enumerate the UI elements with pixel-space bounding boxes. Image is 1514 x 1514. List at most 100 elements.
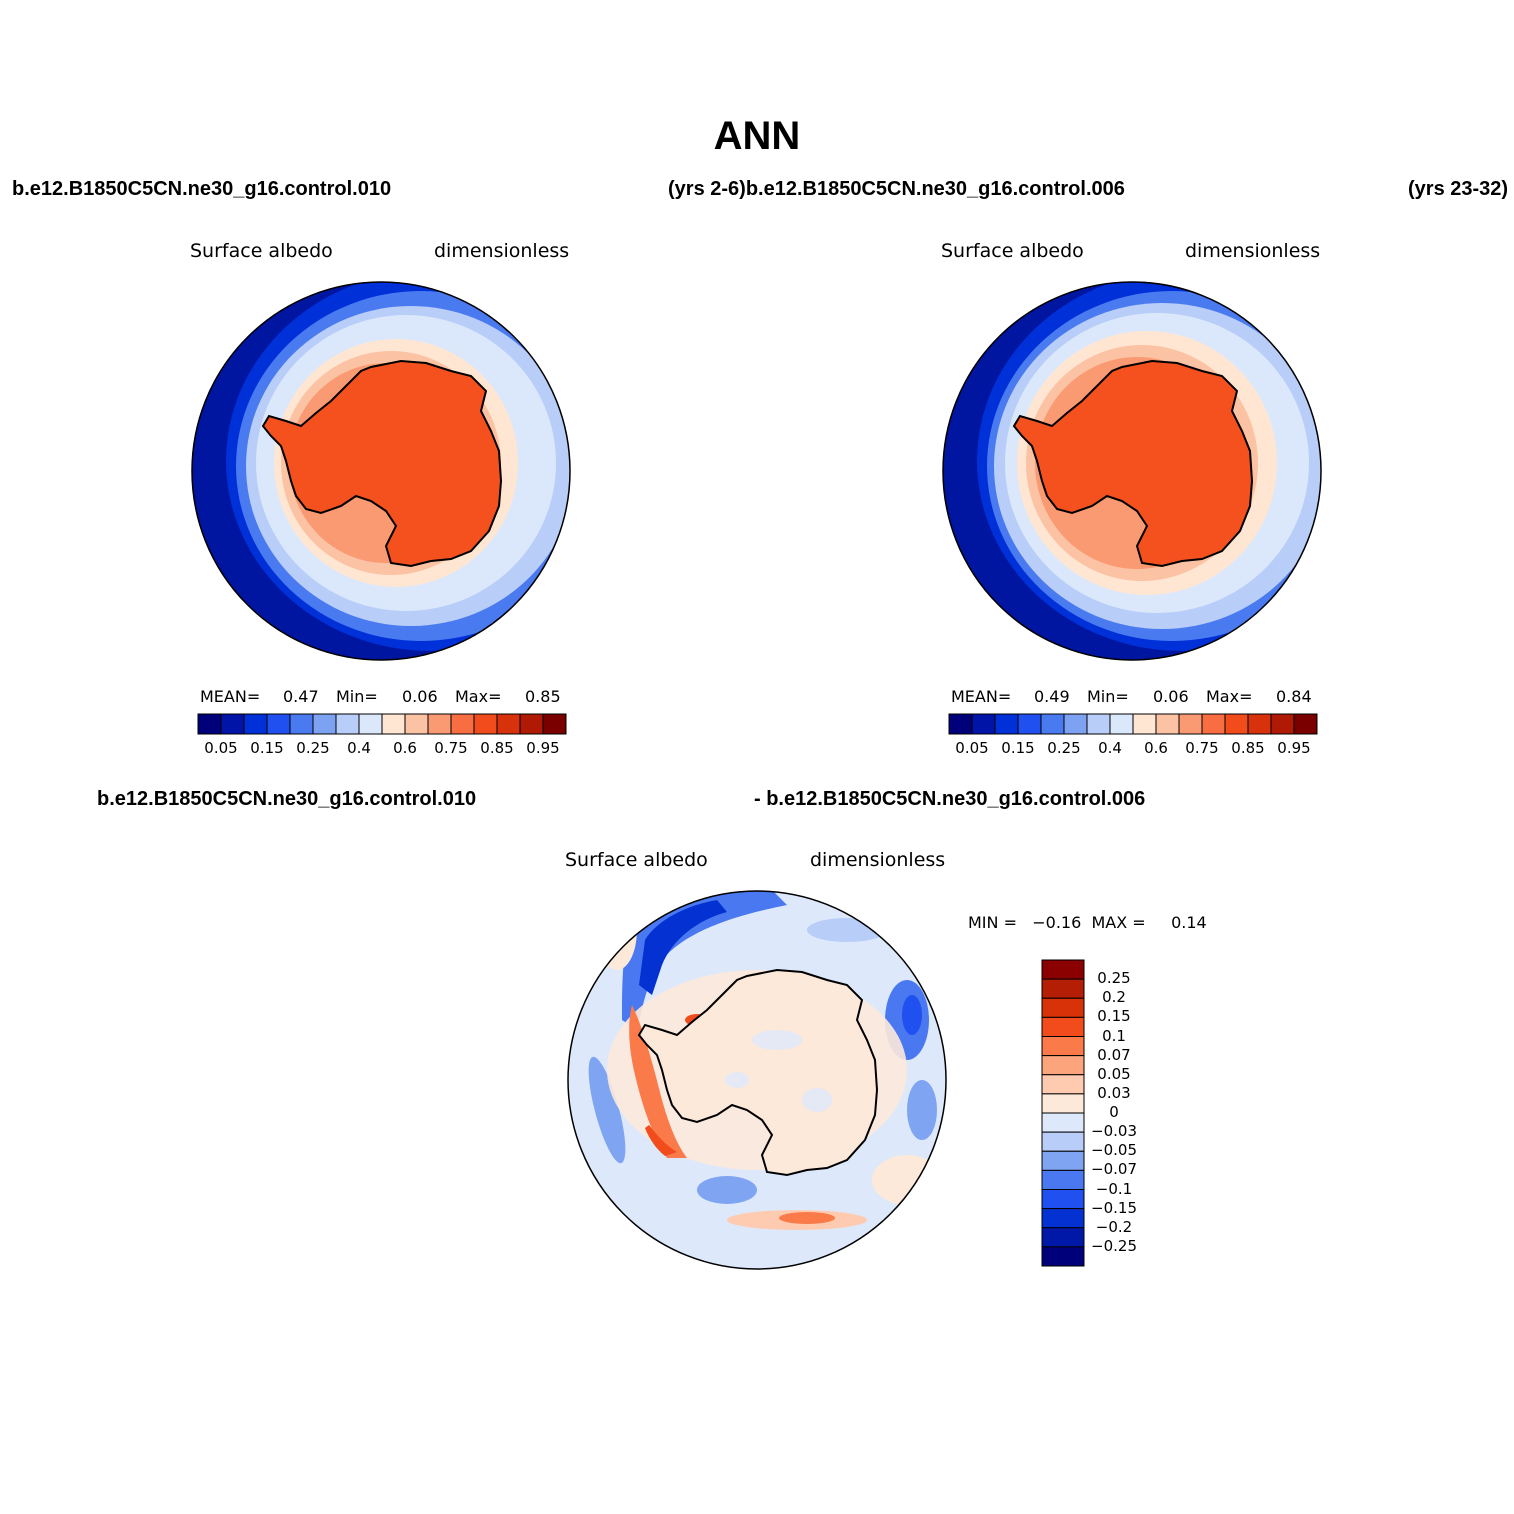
diff-colorbar-tick-label: −0.05 xyxy=(1091,1141,1137,1160)
panel2-colorbar-box xyxy=(1247,713,1272,735)
panel1-colorbar-tick-label: 0.95 xyxy=(526,739,560,757)
diff-colorbar-box xyxy=(1041,978,1085,999)
panel2-colorbar xyxy=(948,713,1318,735)
panel2-colorbar-tick-label: 0.25 xyxy=(1047,739,1081,757)
panel1-colorbar-tick-label: 0.75 xyxy=(434,739,468,757)
panel2-colorbar-tick-label: 0.95 xyxy=(1277,739,1311,757)
panel1-colorbar-box xyxy=(358,713,383,735)
diff-case-a-title: b.e12.B1850C5CN.ne30_g16.control.010 xyxy=(97,788,477,810)
diff-colorbar-box xyxy=(1041,1131,1085,1152)
panel2-colorbar-box xyxy=(971,713,996,735)
panel1-colorbar-box xyxy=(450,713,475,735)
panel2-colorbar-box xyxy=(1109,713,1134,735)
panel1-colorbar-tick-label: 0.05 xyxy=(204,739,238,757)
diff-colorbar-tick-label: 0.2 xyxy=(1102,988,1126,1007)
diff-colorbar-box xyxy=(1041,1227,1085,1248)
diff-colorbar-box xyxy=(1041,1093,1085,1114)
panel2-max-label: Max= xyxy=(1206,687,1253,706)
right-years-title: (yrs 23-32) xyxy=(1408,178,1509,200)
panel2-mean-value: 0.49 xyxy=(1034,687,1070,706)
panel2-max-value: 0.84 xyxy=(1276,687,1312,706)
diff-colorbar-tick-label: 0.07 xyxy=(1097,1045,1131,1064)
panel1-units-label: dimensionless xyxy=(434,240,570,262)
main-title: ANN xyxy=(713,114,801,158)
diff-case-b-title: - b.e12.B1850C5CN.ne30_g16.control.006 xyxy=(754,788,1146,810)
panel2-colorbar-box xyxy=(1270,713,1295,735)
panel2-colorbar-box xyxy=(1224,713,1249,735)
panel2-colorbar-box xyxy=(948,713,973,735)
panel2-colorbar-box xyxy=(1178,713,1203,735)
panel2-colorbar-box xyxy=(1155,713,1180,735)
panel1-antarctica-outline xyxy=(261,359,503,568)
panel1-colorbar-tick-label: 0.4 xyxy=(347,739,371,757)
panel1-colorbar-box xyxy=(519,713,544,735)
panel2-antarctica-outline xyxy=(1012,359,1254,568)
diff-units-label: dimensionless xyxy=(810,849,946,871)
panel1-colorbar-box xyxy=(542,713,567,735)
panel2-colorbar-box xyxy=(994,713,1019,735)
diff-polar-map xyxy=(567,890,947,1270)
panel2-min-label: Min= xyxy=(1087,687,1129,706)
diff-field-label: Surface albedo xyxy=(565,849,708,871)
diff-colorbar-box xyxy=(1041,1074,1085,1095)
diff-colorbar-tick-label: −0.07 xyxy=(1091,1160,1137,1179)
diff-antarctica-outline xyxy=(637,968,879,1177)
diff-colorbar-box xyxy=(1041,959,1085,980)
left-case-title: b.e12.B1850C5CN.ne30_g16.control.010 xyxy=(12,178,392,200)
diff-colorbar-tick-label: 0.1 xyxy=(1102,1026,1126,1045)
diff-colorbar-box xyxy=(1041,1016,1085,1037)
diff-colorbar-tick-label: −0.15 xyxy=(1091,1198,1137,1217)
panel1-colorbar-box xyxy=(473,713,498,735)
diff-globe-outline xyxy=(567,890,947,1270)
panel2-globe-outline xyxy=(942,281,1322,661)
panel2-colorbar-box xyxy=(1017,713,1042,735)
panel2-colorbar-box xyxy=(1040,713,1065,735)
diff-colorbar-box xyxy=(1041,997,1085,1018)
diff-colorbar-tick-label: −0.2 xyxy=(1095,1217,1133,1236)
panel2-field-label: Surface albedo xyxy=(941,240,1084,262)
panel2-polar-map xyxy=(942,281,1322,661)
panel1-colorbar-tick-label: 0.6 xyxy=(393,739,417,757)
diff-colorbar-box xyxy=(1041,1169,1085,1190)
panel1-colorbar-box xyxy=(197,713,222,735)
diff-colorbar xyxy=(1041,959,1085,1267)
panel2-colorbar-tick-label: 0.6 xyxy=(1144,739,1168,757)
diff-colorbar-tick-label: 0.25 xyxy=(1097,969,1131,988)
panel1-colorbar-tick-label: 0.85 xyxy=(480,739,514,757)
panel2-colorbar-box xyxy=(1293,713,1318,735)
panel1-colorbar-box xyxy=(496,713,521,735)
panel1-polar-map xyxy=(191,281,571,661)
panel1-colorbar-box xyxy=(289,713,314,735)
panel1-field-label: Surface albedo xyxy=(190,240,333,262)
panel2-units-label: dimensionless xyxy=(1185,240,1321,262)
mid-case-title: (yrs 2-6)b.e12.B1850C5CN.ne30_g16.contro… xyxy=(668,178,1125,200)
panel2-colorbar-tick-label: 0.75 xyxy=(1185,739,1219,757)
panel1-max-label: Max= xyxy=(455,687,502,706)
panel1-colorbar-box xyxy=(427,713,452,735)
diff-colorbar-box xyxy=(1041,1055,1085,1076)
diff-colorbar-box xyxy=(1041,1189,1085,1210)
panel1-colorbar-box xyxy=(312,713,337,735)
diff-colorbar-tick-label: −0.03 xyxy=(1091,1122,1137,1141)
diff-colorbar-tick-label: 0.03 xyxy=(1097,1083,1131,1102)
diff-colorbar-tick-label: 0.15 xyxy=(1097,1007,1131,1026)
diff-colorbar-tick-label: −0.1 xyxy=(1095,1179,1133,1198)
diff-colorbar-box xyxy=(1041,1112,1085,1133)
panel2-mean-label: MEAN= xyxy=(951,687,1012,706)
diff-colorbar-box xyxy=(1041,1036,1085,1057)
panel2-colorbar-tick-label: 0.85 xyxy=(1231,739,1265,757)
diff-colorbar-box xyxy=(1041,1150,1085,1171)
diff-colorbar-box xyxy=(1041,1246,1085,1267)
diff-colorbar-box xyxy=(1041,1208,1085,1229)
diff-colorbar-tick-label: 0.05 xyxy=(1097,1064,1131,1083)
panel1-colorbar-box xyxy=(266,713,291,735)
panel1-max-value: 0.85 xyxy=(525,687,561,706)
panel1-colorbar-box xyxy=(243,713,268,735)
panel1-colorbar-box xyxy=(335,713,360,735)
panel2-colorbar-box xyxy=(1063,713,1088,735)
diff-colorbar-tick-label: −0.25 xyxy=(1091,1236,1137,1255)
diff-minmax-label: MIN = −0.16 MAX = 0.14 xyxy=(968,913,1207,932)
panel2-colorbar-tick-label: 0.05 xyxy=(955,739,989,757)
panel1-colorbar-box xyxy=(404,713,429,735)
panel1-mean-label: MEAN= xyxy=(200,687,261,706)
